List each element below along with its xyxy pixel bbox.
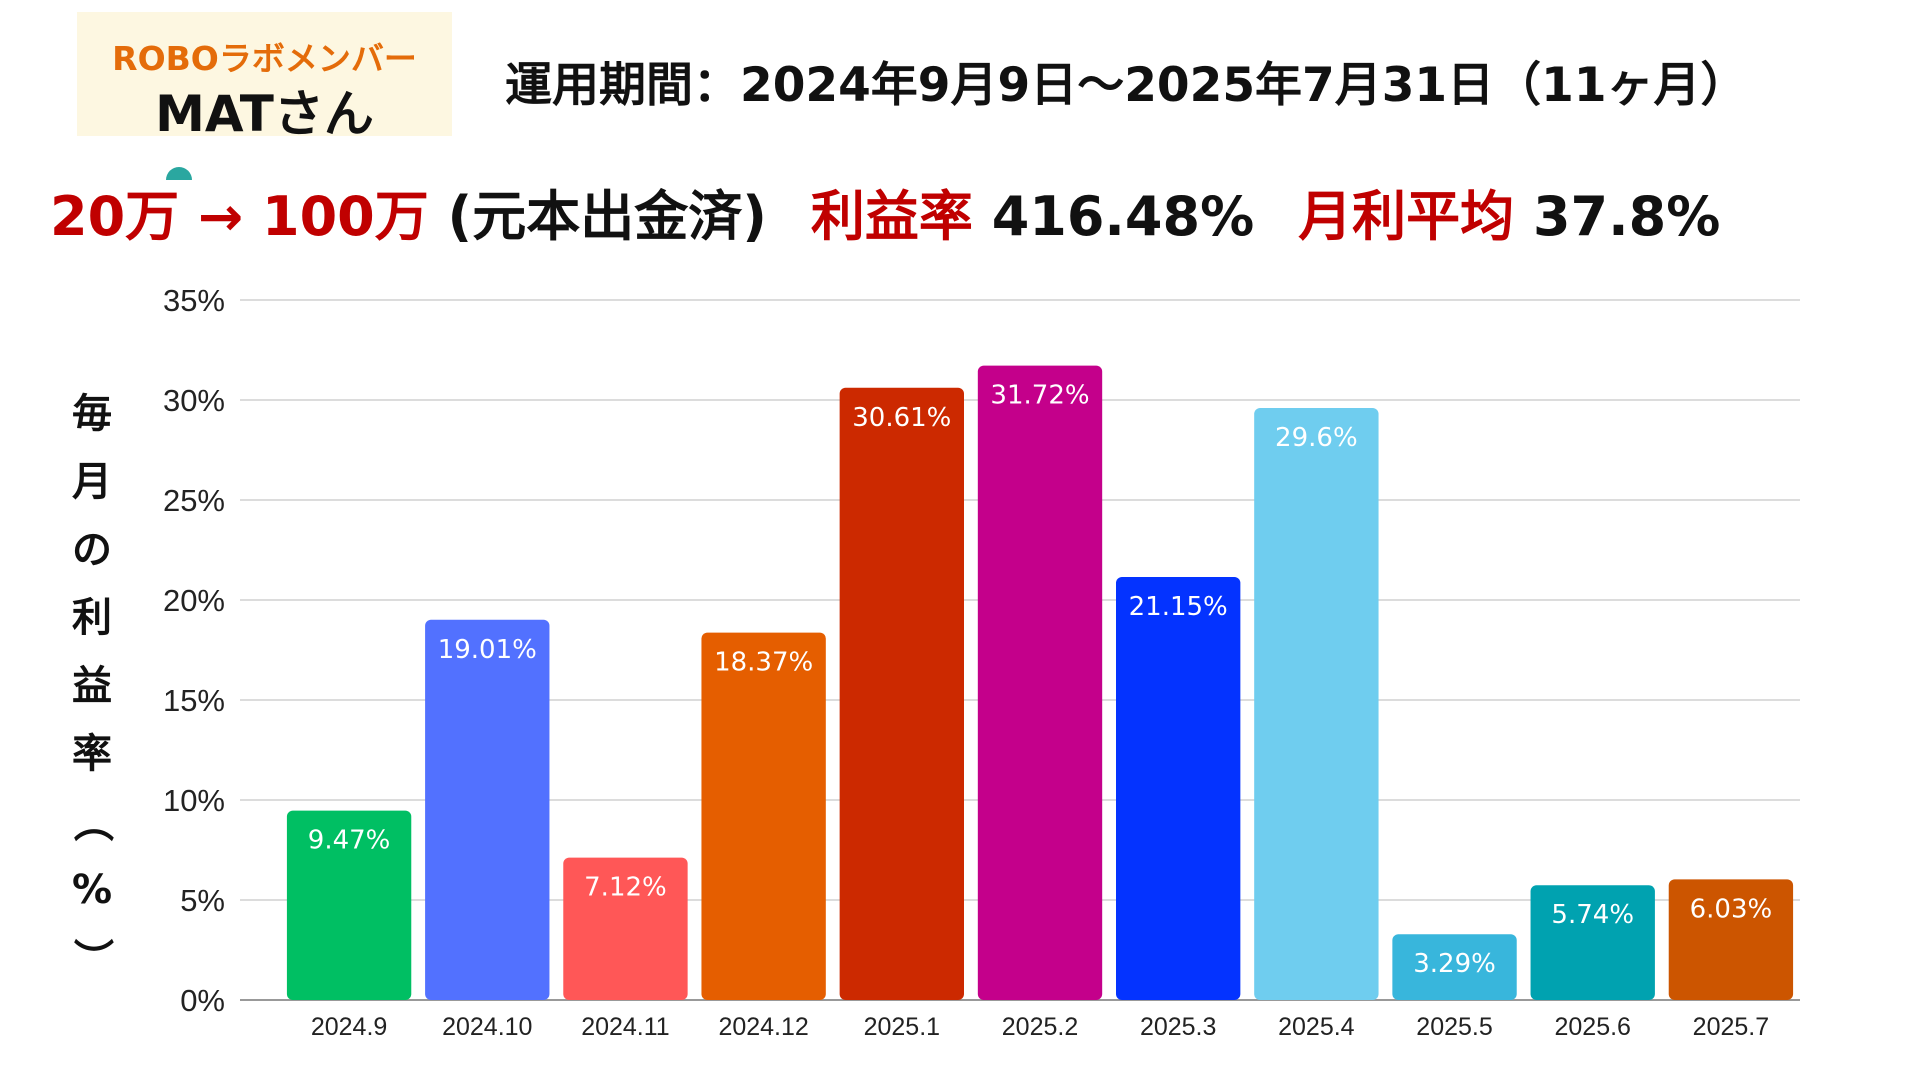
bar-value-label: 21.15% [1129,592,1228,622]
bar-2025.7 [1668,879,1794,1000]
capital-growth: 20万 → 100万 [50,185,429,248]
bar-value-label: 9.47% [308,826,391,856]
bar-2025.5 [1392,934,1517,1000]
bar-value-label: 29.6% [1275,423,1358,453]
bar-value-label: 3.29% [1413,949,1496,979]
bar-2025.3 [1116,577,1241,1000]
y-tick-label: 35% [163,283,225,318]
bar-value-label: 5.74% [1551,900,1634,930]
monthly-avg-value: 37.8% [1514,185,1721,248]
member-badge: ROBOラボメンバー MATさん [77,12,452,143]
y-tick-label: 0% [180,983,225,1018]
x-tick-label: 2025.7 [1693,1013,1769,1041]
bar-2025.6 [1530,885,1655,1000]
x-tick-label: 2025.4 [1278,1013,1355,1041]
stats-summary: 20万 → 100万 (元本出金済) 利益率 416.48% 月利平均 37.8% [50,172,1720,251]
bar-2024.10 [425,619,550,1000]
member-role: ROBOラボメンバー [112,39,417,78]
bar-value-label: 31.72% [990,381,1089,411]
x-tick-label: 2024.10 [442,1013,532,1041]
profit-rate-label: 利益率 [810,185,973,248]
x-tick-label: 2024.9 [311,1013,387,1041]
dot-marker-icon [166,167,192,193]
y-tick-label: 20% [163,583,225,618]
x-tick-label: 2024.12 [718,1013,808,1041]
bar-2024.9 [286,810,412,1000]
bar-value-label: 18.37% [714,648,813,678]
y-axis-label-char: 利 [72,595,112,641]
y-axis-label: 毎月の利益率（%） [64,380,120,992]
y-tick-label: 5% [180,883,225,918]
y-tick-label: 10% [163,783,225,818]
profit-rate-value: 416.48% [972,185,1255,248]
y-tick-label: 15% [163,683,225,718]
bar-2025.2 [977,365,1103,1001]
y-axis-label-char: の [72,527,112,573]
operation-period: 運用期間：2024年9月9日〜2025年7月31日（11ヶ月） [505,58,1748,113]
x-tick-label: 2025.3 [1140,1013,1216,1041]
x-tick-label: 2025.6 [1554,1013,1630,1041]
bar-value-label: 19.01% [438,635,537,665]
bar-value-label: 30.61% [852,403,951,433]
y-axis-label-char: 率 [72,731,112,777]
x-tick-label: 2024.11 [581,1013,670,1041]
y-axis-label-char: 毎 [72,391,112,437]
monthly-avg-label: 月利平均 [1298,185,1515,248]
bar-2025.4 [1254,408,1379,1000]
bar-2024.11 [563,857,688,1000]
bar-2024.12 [701,632,826,1000]
capital-note: (元本出金済) [428,185,767,248]
y-axis-label-char: 益 [72,663,112,709]
y-axis-label-char: 月 [72,459,112,505]
y-tick-label: 30% [163,383,225,418]
y-tick-label: 25% [163,483,225,518]
x-tick-label: 2025.1 [864,1013,940,1041]
bar-value-label: 7.12% [584,873,667,903]
member-name: MATさん [155,85,374,143]
bar-value-label: 6.03% [1690,894,1773,924]
y-axis-label-char: % [71,867,113,913]
x-tick-label: 2025.2 [1002,1013,1078,1041]
x-tick-label: 2025.5 [1416,1013,1492,1041]
bar-2025.1 [839,387,964,1000]
